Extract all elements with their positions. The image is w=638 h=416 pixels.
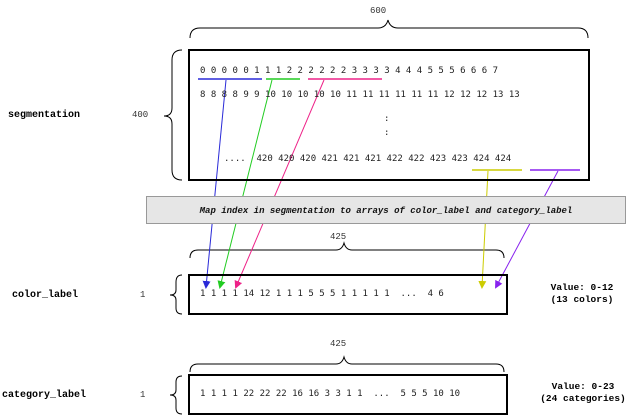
category-label-height-label: 1: [140, 390, 146, 400]
color-label-name: color_label: [12, 290, 79, 301]
category-label-note: Value: 0-23 (24 categories): [530, 381, 636, 405]
category-label-range: Value: 0-23: [551, 381, 615, 392]
brace-segmentation-width: [189, 19, 589, 39]
color-label-note: Value: 0-12 (13 colors): [532, 282, 632, 306]
segmentation-label: segmentation: [8, 110, 81, 121]
segmentation-row-last: .... 420 420 420 421 421 421 422 422 423…: [224, 154, 512, 164]
category-label-width-label: 425: [330, 339, 347, 349]
segmentation-height-label: 400: [132, 110, 149, 120]
segmentation-box: [188, 49, 590, 181]
mapping-banner: Map index in segmentation to arrays of c…: [146, 196, 626, 224]
color-label-height-label: 1: [140, 290, 146, 300]
segmentation-row-1: 0 0 0 0 0 1 1 1 2 2 2 2 2 2 3 3 3 3 4 4 …: [200, 66, 499, 76]
color-label-width-label: 425: [330, 232, 347, 242]
color-label-box: [188, 274, 508, 315]
segmentation-vertical-ellipsis-2: :: [384, 128, 390, 138]
brace-category-width: [189, 355, 505, 373]
color-label-count: (13 colors): [550, 294, 614, 305]
category-label-box: [188, 374, 508, 415]
category-label-name: category_label: [2, 390, 87, 401]
brace-color-height: [169, 274, 183, 315]
segmentation-vertical-ellipsis-1: :: [384, 114, 390, 124]
brace-category-height: [169, 375, 183, 415]
brace-color-width: [189, 241, 505, 259]
brace-segmentation-height: [163, 49, 183, 181]
arrow-green: [217, 79, 273, 289]
color-label-range: Value: 0-12: [550, 282, 614, 293]
arrow-pink: [234, 79, 325, 289]
arrow-purple: [495, 170, 559, 289]
color-label-values: 1 1 1 1 14 12 1 1 1 5 5 5 1 1 1 1 1 ... …: [200, 289, 444, 299]
segmentation-row-2: 8 8 8 8 9 9 10 10 10 10 10 11 11 11 11 1…: [200, 90, 520, 100]
arrow-yellow: [478, 170, 489, 289]
segmentation-width-label: 600: [370, 6, 387, 16]
arrow-blue: [202, 79, 227, 289]
category-label-count: (24 categories): [540, 393, 626, 404]
category-label-values: 1 1 1 1 22 22 22 16 16 3 3 1 1 ... 5 5 5…: [200, 389, 461, 399]
